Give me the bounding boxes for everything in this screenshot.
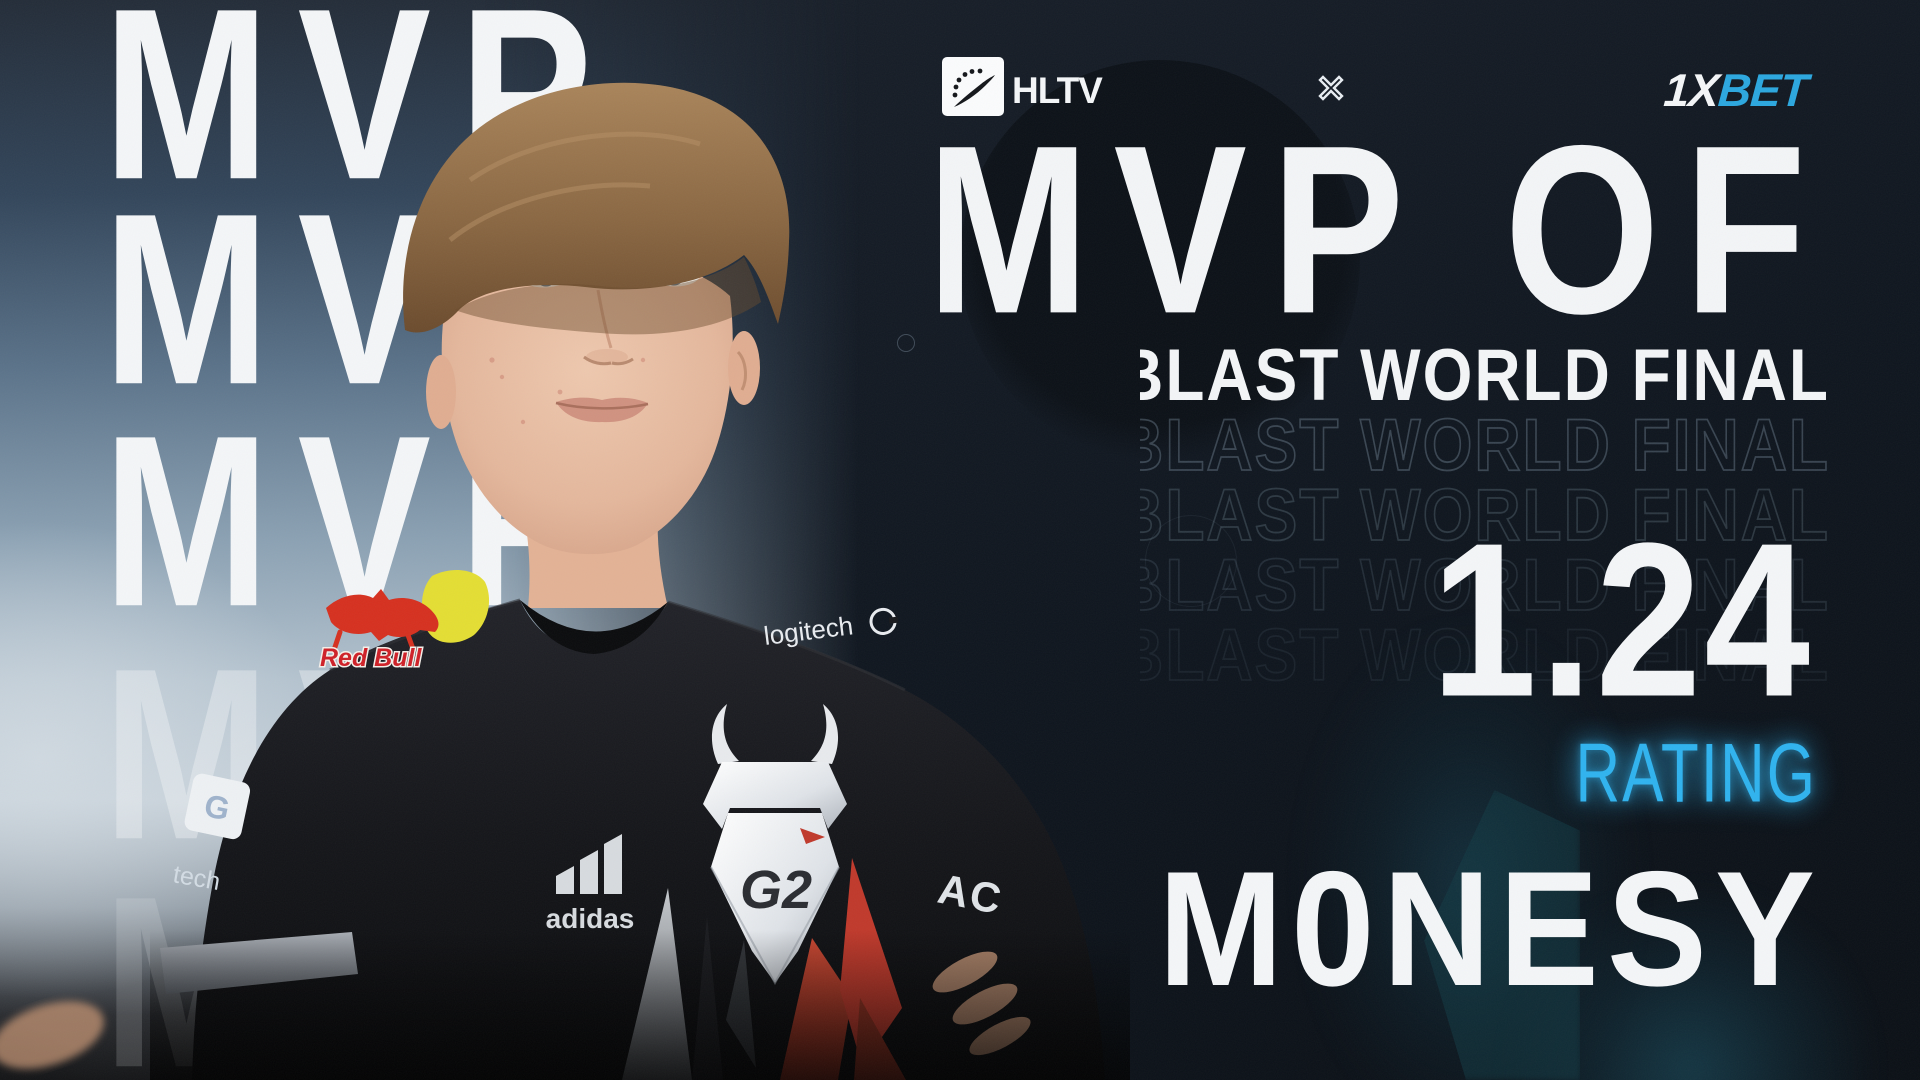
collab-x-icon [1318, 75, 1344, 101]
logitech-g-icon [869, 607, 899, 635]
svg-text:BLAST WORLD FINAL: BLAST WORLD FINAL [1140, 408, 1830, 486]
svg-text:adidas: adidas [546, 903, 635, 934]
hand-fingers [0, 1001, 104, 1069]
logitech-badge: G [184, 773, 251, 840]
onexbet-bet: BET [1716, 64, 1810, 116]
hltv-wordmark: HLTV [1012, 70, 1103, 111]
svg-text:Red Bull: Red Bull [320, 644, 422, 672]
svg-text:RATING: RATING [1575, 726, 1817, 820]
headline-title: MVP OF [940, 118, 1830, 328]
svg-text:BLAST WORLD FINAL: BLAST WORLD FINAL [1140, 338, 1830, 416]
hltv-logo [942, 57, 1004, 116]
svg-text:1.24: 1.24 [1431, 520, 1813, 720]
hltv-gauge-icon [952, 68, 995, 107]
svg-text:G2: G2 [740, 860, 812, 920]
svg-text:M0NESY: M0NESY [1158, 840, 1823, 1015]
svg-text:MVP OF: MVP OF [940, 118, 1830, 328]
onexbet-logo: 1XBET [1662, 63, 1809, 117]
sleeve-tech-text: tech [171, 860, 222, 896]
svg-text:logitech: logitech [762, 610, 855, 651]
svg-text:tech: tech [171, 860, 222, 896]
rating-value: 1.24 [1431, 520, 1813, 720]
rating-label: RATING [1575, 726, 1817, 820]
onexbet-1x: 1X [1662, 64, 1721, 116]
player-name: M0NESY [1158, 840, 1823, 1015]
logitech-wordmark: logitech [762, 607, 899, 651]
